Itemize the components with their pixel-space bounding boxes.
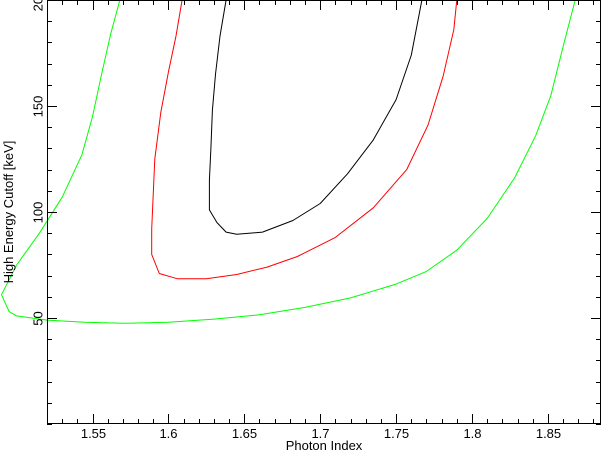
x-tick-label: 1.6 — [159, 426, 177, 441]
x-axis-label: Photon Index — [286, 438, 363, 453]
axis-ticks — [47, 0, 601, 425]
x-tick-label: 1.75 — [384, 426, 409, 441]
contour-line-3 — [1, 0, 576, 324]
tick-labels: 1.55 1.6 1.65 1.7 1.75 1.8 1.85 50 100 150 200 — [30, 0, 561, 441]
contour-line-1 — [208, 0, 423, 235]
x-tick-label: 1.7 — [311, 426, 329, 441]
x-tick-label: 1.65 — [232, 426, 257, 441]
contour-line-2 — [151, 0, 458, 280]
x-tick-label: 1.8 — [463, 426, 481, 441]
plot-frame — [47, 0, 601, 424]
y-tick-label: 50 — [30, 311, 45, 325]
y-tick-label: 200 — [30, 0, 45, 11]
contours — [1, 0, 576, 324]
y-tick-label: 150 — [30, 96, 45, 118]
y-tick-label: 100 — [30, 202, 45, 224]
x-tick-label: 1.55 — [81, 426, 106, 441]
y-axis-label: High Energy Cutoff [keV] — [1, 141, 16, 284]
x-tick-label: 1.85 — [536, 426, 561, 441]
